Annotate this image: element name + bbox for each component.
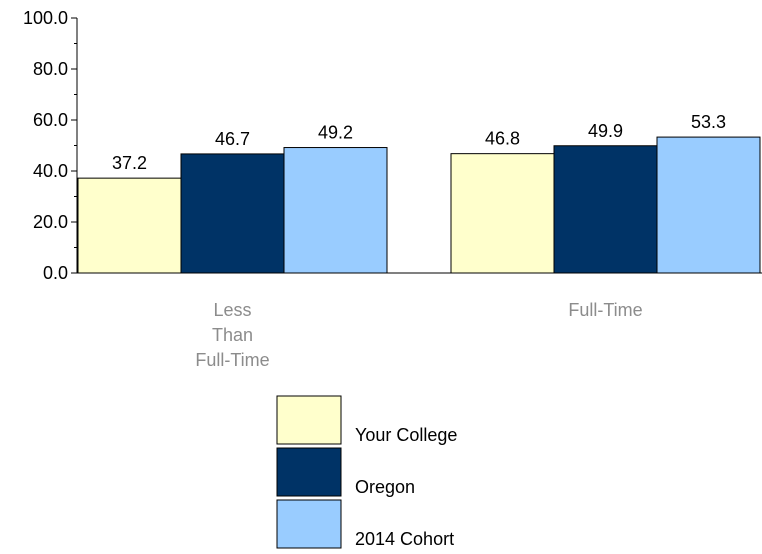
- data-label: 53.3: [691, 112, 726, 132]
- bar: [180, 153, 285, 274]
- y-tick-label: 20.0: [33, 212, 68, 232]
- y-tick-label: 60.0: [33, 110, 68, 130]
- bar: [553, 145, 658, 274]
- category-label: Full-Time: [568, 300, 642, 320]
- data-label: 49.2: [318, 123, 353, 143]
- data-label: 49.9: [588, 121, 623, 141]
- legend-swatch: [276, 447, 342, 497]
- data-label: 46.7: [215, 129, 250, 149]
- bars: [77, 136, 761, 274]
- data-label: 46.8: [485, 129, 520, 149]
- legend-swatch: [276, 395, 342, 445]
- legend-swatch: [276, 499, 342, 549]
- category-label: Full-Time: [195, 350, 269, 370]
- category-label: Less: [213, 300, 251, 320]
- category-label: Than: [212, 325, 253, 345]
- legend-label: Oregon: [355, 477, 415, 497]
- legend: Your College Oregon 2014 Cohort: [276, 395, 457, 549]
- y-tick-label: 0.0: [43, 263, 68, 283]
- bar: [77, 177, 182, 274]
- y-tick-label: 80.0: [33, 59, 68, 79]
- legend-label: 2014 Cohort: [355, 529, 454, 549]
- legend-label: Your College: [355, 425, 457, 445]
- y-tick-label: 100.0: [23, 8, 68, 28]
- bar: [450, 153, 555, 274]
- bar: [283, 147, 388, 274]
- data-labels: 37.2 46.8 46.7 49.9 49.2 53.3: [112, 112, 726, 173]
- category-labels: Less Than Full-Time Full-Time: [195, 300, 642, 370]
- y-tick-label: 40.0: [33, 161, 68, 181]
- bar: [656, 136, 761, 274]
- data-label: 37.2: [112, 153, 147, 173]
